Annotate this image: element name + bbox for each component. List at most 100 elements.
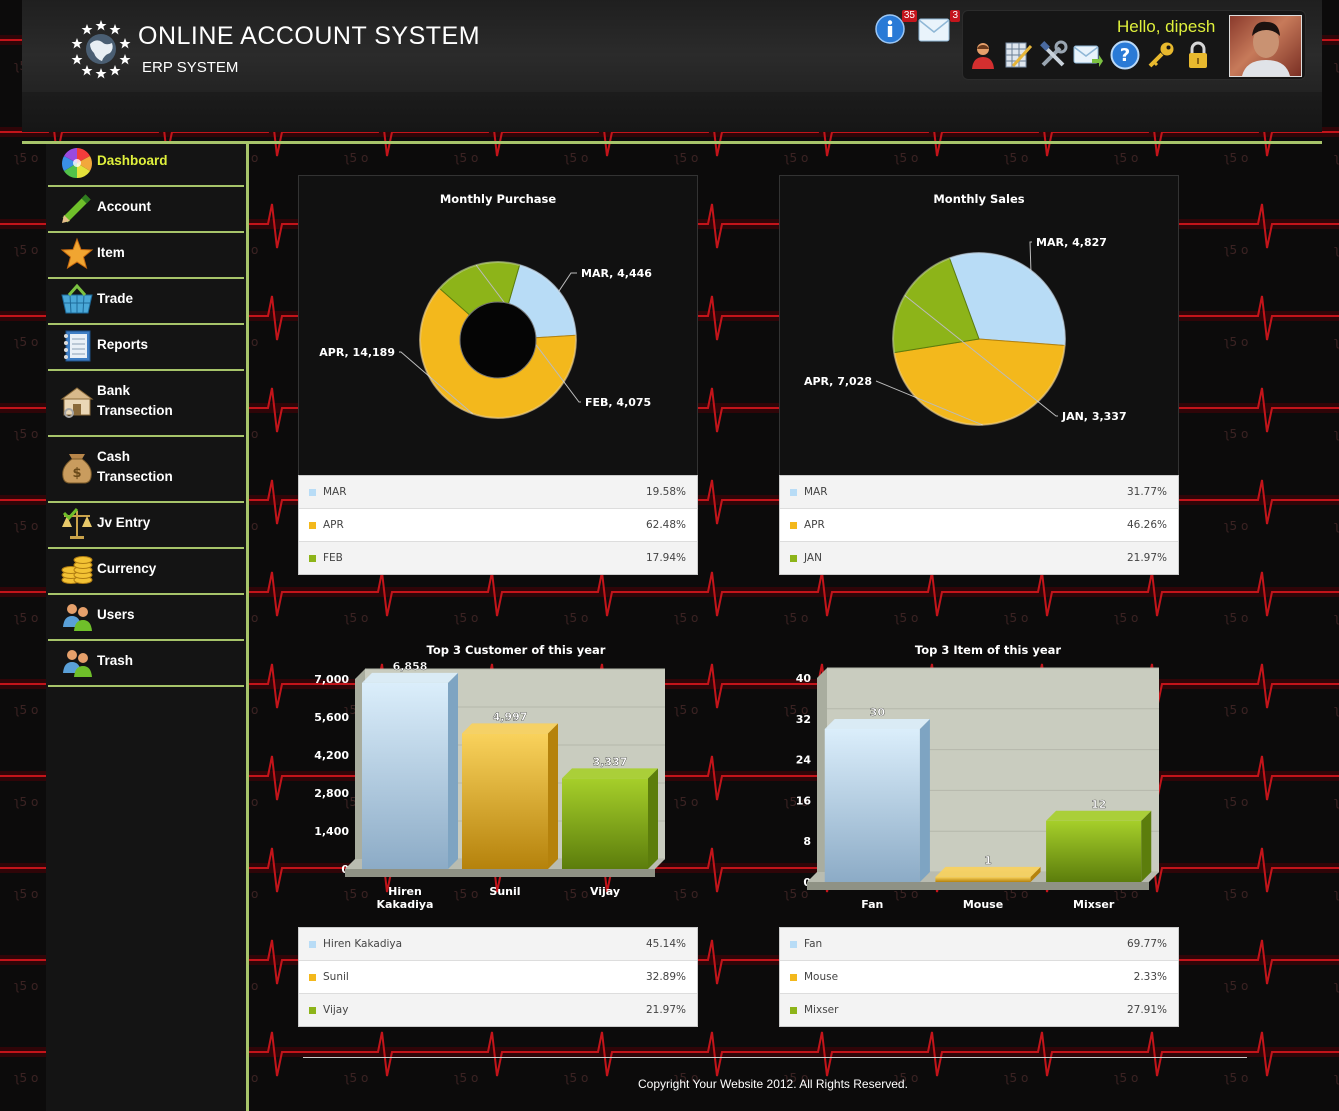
bar-value-label: 3,337	[593, 755, 628, 768]
item-legend: Fan 69.77% Mouse 2.33% Mixser 27.91%	[779, 927, 1179, 1027]
legend-percent: 69.77%	[1127, 938, 1167, 950]
sidebar-item-label: Cash Transection	[97, 447, 173, 487]
sidebar-divider	[246, 144, 249, 1111]
sidebar-item-label: Reports	[97, 335, 148, 355]
sidebar-item-account[interactable]: Account	[48, 187, 244, 233]
x-category-label: Kakadiya	[377, 898, 434, 911]
mail-forward-icon[interactable]	[1073, 40, 1103, 70]
bar-top	[362, 673, 458, 683]
bar-value-label: 30	[870, 706, 886, 719]
legend-label: Sunil	[323, 971, 349, 983]
sidebar-item-label: Trade	[97, 289, 133, 309]
coins-icon	[60, 553, 94, 587]
y-tick-label: 24	[796, 754, 812, 767]
bar-side	[1141, 811, 1151, 882]
customer-legend: Hiren Kakadiya 45.14% Sunil 32.89% Vijay 21…	[298, 927, 698, 1027]
bar-value-label: 1	[984, 854, 992, 867]
sidebar-item-reports[interactable]: Reports	[48, 325, 244, 371]
bar-value-label: 6,858	[393, 660, 428, 673]
legend-row: Vijay 21.97%	[299, 994, 697, 1026]
y-tick-label: 1,400	[314, 825, 349, 838]
legend-row: Fan 69.77%	[780, 928, 1178, 961]
x-category-label: Mouse	[963, 898, 1003, 911]
basket-icon	[60, 283, 94, 317]
legend-percent: 21.97%	[1127, 552, 1167, 564]
edit-document-icon[interactable]	[1003, 40, 1033, 70]
pie-slice-apr	[894, 339, 1065, 425]
legend-row: FEB 17.94%	[299, 542, 697, 574]
legend-percent: 45.14%	[646, 938, 686, 950]
legend-label: JAN	[804, 552, 822, 564]
sidebar-item-jv-entry[interactable]: Jv Entry	[48, 503, 244, 549]
bar-top	[825, 719, 930, 729]
legend-percent: 32.89%	[646, 971, 686, 983]
legend-percent: 46.26%	[1127, 519, 1167, 531]
user-avatar[interactable]	[1229, 15, 1302, 77]
y-tick-label: 5,600	[314, 711, 349, 724]
data-label: MAR, 4,446	[581, 267, 652, 280]
user-profile-icon[interactable]	[968, 40, 998, 70]
bar-side	[920, 719, 930, 882]
legend-label: Vijay	[323, 1004, 348, 1016]
monthly-sales-legend: MAR 31.77% APR 46.26% JAN 21.97%	[779, 475, 1179, 575]
svg-text:$: $	[72, 466, 81, 481]
mail-notification-button[interactable]: 3	[918, 14, 952, 44]
svg-text:?: ?	[1120, 45, 1130, 66]
sidebar-item-dashboard[interactable]: Dashboard	[48, 144, 244, 187]
sidebar-item-label: Bank Transection	[97, 381, 173, 421]
data-label: APR, 7,028	[804, 375, 872, 388]
lock-icon[interactable]	[1183, 40, 1213, 70]
sidebar-item-cash-transection[interactable]: $ Cash Transection	[48, 437, 244, 503]
sidebar-item-trade[interactable]: Trade	[48, 279, 244, 325]
sidebar-item-bank-transection[interactable]: Bank Transection	[48, 371, 244, 437]
legend-percent: 17.94%	[646, 552, 686, 564]
info-icon	[875, 14, 905, 44]
plot-floor-edge	[807, 882, 1149, 890]
sidebar-item-label: Users	[97, 605, 135, 625]
tools-icon[interactable]	[1038, 40, 1068, 70]
legend-label: FEB	[323, 552, 343, 564]
x-category-label: Sunil	[489, 885, 520, 898]
sidebar-item-label: Account	[97, 197, 151, 217]
notebook-icon	[60, 329, 94, 363]
bar-fan	[825, 729, 920, 882]
scale-icon	[60, 507, 94, 541]
y-tick-label: 16	[796, 794, 812, 807]
legend-percent: 2.33%	[1134, 971, 1167, 983]
monthly-purchase-chart: Monthly Purchase MAR, 4,446 APR, 14,189 FE…	[298, 175, 698, 477]
legend-row: Mouse 2.33%	[780, 961, 1178, 994]
data-label: JAN, 3,337	[1061, 410, 1127, 423]
sidebar-item-currency[interactable]: Currency	[48, 549, 244, 595]
data-label: FEB, 4,075	[585, 396, 651, 409]
sidebar-item-trash[interactable]: Trash	[48, 641, 244, 687]
sidebar-item-users[interactable]: Users	[48, 595, 244, 641]
x-category-label: Fan	[861, 898, 883, 911]
legend-row: Sunil 32.89%	[299, 961, 697, 994]
x-category-label: Mixser	[1073, 898, 1115, 911]
bar-sunil	[462, 733, 548, 869]
donut-hole	[460, 302, 536, 378]
info-count-badge: 35	[902, 10, 917, 22]
copyright-text: Copyright Your Website 2012. All Rights …	[638, 1077, 908, 1091]
sidebar-item-label: Trash	[97, 651, 133, 671]
legend-percent: 21.97%	[646, 1004, 686, 1016]
key-icon[interactable]	[1146, 40, 1176, 70]
bank-icon	[60, 385, 94, 419]
data-label: APR, 14,189	[319, 346, 395, 359]
info-notification-button[interactable]: 35	[875, 14, 909, 44]
pie-chart-svg: MAR, 4,827 APR, 7,028 JAN, 3,337	[780, 176, 1178, 476]
globe-logo-icon	[70, 18, 132, 80]
pencil-icon	[60, 191, 94, 225]
legend-row: Hiren Kakadiya 45.14%	[299, 928, 697, 961]
legend-percent: 27.91%	[1127, 1004, 1167, 1016]
bar-vijay	[562, 778, 648, 869]
legend-row: MAR 31.77%	[780, 476, 1178, 509]
star-icon	[60, 237, 94, 271]
legend-label: Mixser	[804, 1004, 838, 1016]
legend-label: MAR	[323, 486, 347, 498]
plot-floor-edge	[345, 869, 655, 877]
sidebar-item-item[interactable]: Item	[48, 233, 244, 279]
donut-chart-svg: MAR, 4,446 APR, 14,189 FEB, 4,075	[299, 176, 697, 476]
help-icon[interactable]: ?	[1110, 40, 1140, 70]
legend-percent: 62.48%	[646, 519, 686, 531]
